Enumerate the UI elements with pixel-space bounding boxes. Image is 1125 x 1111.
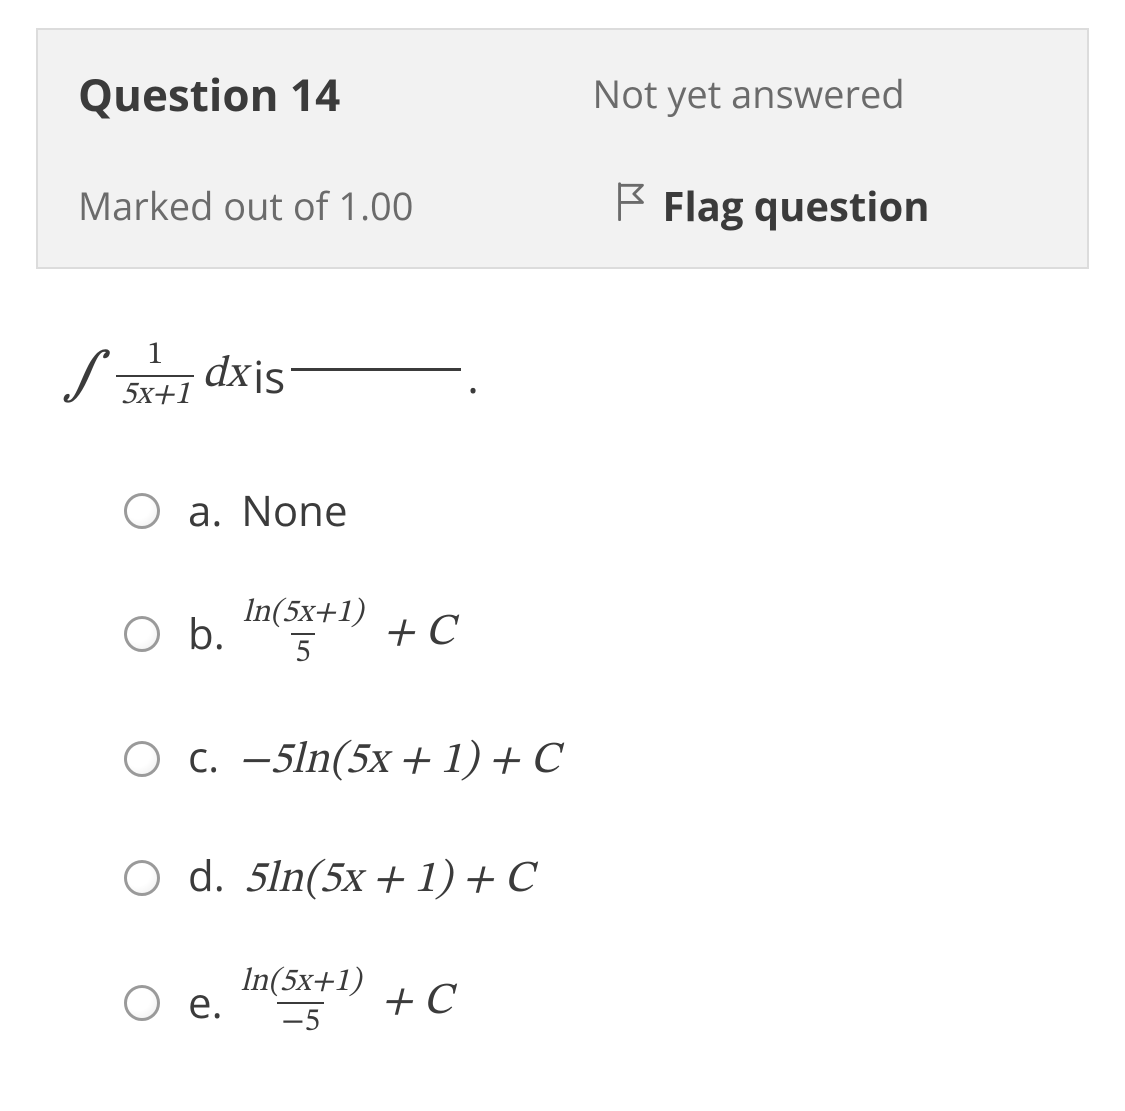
- dx: dx: [202, 348, 247, 403]
- radio-b[interactable]: [124, 616, 160, 652]
- radio-e[interactable]: [124, 985, 160, 1021]
- question-title: Question 14: [78, 64, 563, 124]
- option-e-math: ln(5x+1) −5 + C: [231, 966, 453, 1039]
- answer-blank: [291, 368, 461, 371]
- option-a-label: a.: [188, 482, 222, 539]
- question-period: .: [467, 346, 479, 406]
- option-e-label: e.: [188, 974, 223, 1031]
- fraction-numerator: 1: [143, 339, 167, 375]
- option-b-num: ln(5x+1): [239, 597, 367, 633]
- option-b-label: b.: [188, 605, 225, 662]
- fraction-denominator: 5x+1: [116, 375, 194, 413]
- option-b-suffix: + C: [383, 606, 455, 661]
- option-e[interactable]: e. ln(5x+1) −5 + C: [124, 966, 1061, 1039]
- option-e-den: −5: [277, 1002, 324, 1040]
- radio-d[interactable]: [124, 860, 160, 896]
- answer-options: a. None b. ln(5x+1) 5 + C: [64, 412, 1061, 1039]
- option-e-num: ln(5x+1): [237, 966, 365, 1002]
- option-b-math: ln(5x+1) 5 + C: [233, 597, 455, 670]
- integral-sign: ∫: [64, 341, 102, 411]
- option-c-math: −5ln(5x + 1) + C: [238, 734, 560, 789]
- flag-question-link[interactable]: Flag question: [563, 178, 930, 233]
- question-marks: Marked out of 1.00: [78, 180, 563, 232]
- question-text: ∫ 1 5x+1 dx is .: [64, 339, 1061, 412]
- option-e-suffix: + C: [381, 975, 453, 1030]
- flag-question-label: Flag question: [663, 178, 930, 233]
- question-tail: is: [253, 346, 285, 406]
- option-c[interactable]: c. −5ln(5x + 1) + C: [124, 728, 1061, 789]
- option-c-label: c.: [188, 728, 219, 785]
- option-d-label: d.: [188, 847, 225, 904]
- option-b-den: 5: [291, 633, 315, 671]
- radio-c[interactable]: [124, 741, 160, 777]
- option-d[interactable]: d. 5ln(5x + 1) + C: [124, 847, 1061, 908]
- option-a-text: None: [241, 482, 347, 539]
- question-container: Question 14 Not yet answered Marked out …: [0, 0, 1125, 1068]
- option-b[interactable]: b. ln(5x+1) 5 + C: [124, 597, 1061, 670]
- option-d-math: 5ln(5x + 1) + C: [244, 853, 534, 908]
- integrand-fraction: 1 5x+1: [116, 339, 194, 412]
- question-header: Question 14 Not yet answered Marked out …: [36, 28, 1089, 269]
- option-a[interactable]: a. None: [124, 482, 1061, 539]
- flag-icon: [613, 178, 649, 233]
- radio-a[interactable]: [124, 493, 160, 529]
- question-body: ∫ 1 5x+1 dx is . a. None b.: [36, 269, 1089, 1040]
- question-status: Not yet answered: [563, 68, 905, 120]
